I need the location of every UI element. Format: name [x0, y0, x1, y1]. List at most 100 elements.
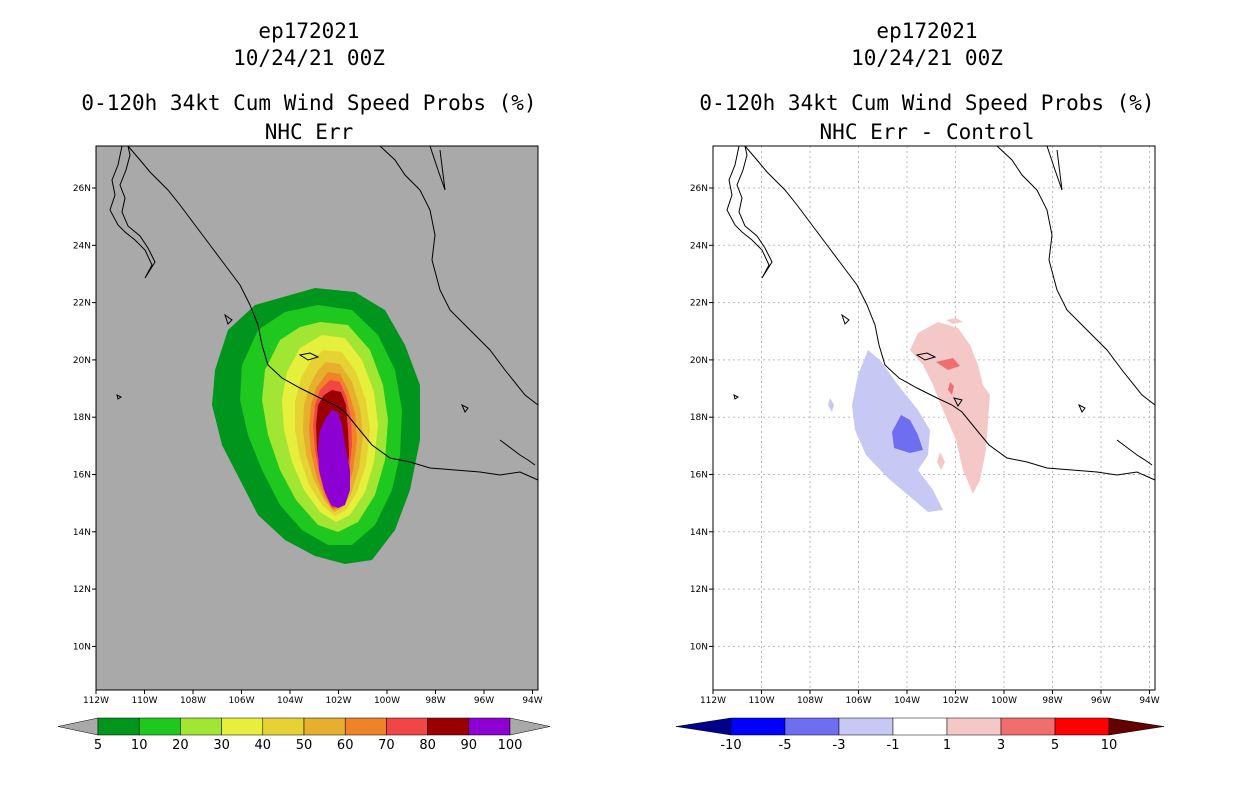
colorbar-label: 5	[1051, 738, 1059, 753]
colorbar-label: 50	[296, 738, 313, 753]
lat-label: 12N	[690, 585, 708, 595]
datetime: 10/24/21 00Z	[233, 46, 385, 70]
datetime: 10/24/21 00Z	[851, 46, 1003, 70]
colorbar-label: 60	[337, 738, 354, 753]
coastlines	[109, 145, 539, 481]
colorbar-label: 5	[94, 738, 102, 753]
colorbar-segment	[468, 717, 511, 736]
lon-label: 112W	[700, 696, 726, 706]
storm-id: ep172021	[876, 19, 978, 43]
colorbar-segment	[138, 717, 181, 736]
probability-contours	[212, 288, 420, 564]
colorbar-high-arrow	[509, 717, 551, 736]
colorbar: 5 10 20 30 40 50 60 70 80 90 100	[57, 717, 551, 753]
lat-label: 20N	[73, 356, 91, 366]
colorbar-label: -10	[720, 738, 741, 753]
colorbar-segment	[303, 717, 346, 736]
colorbar-segment	[838, 717, 894, 736]
storm-id: ep172021	[258, 19, 360, 43]
lat-label: 14N	[73, 528, 91, 538]
lon-label: 98W	[425, 696, 445, 706]
lat-label: 16N	[690, 471, 708, 481]
colorbar-label: 10	[131, 738, 148, 753]
colorbar-label: -5	[779, 738, 792, 753]
colorbar-segment	[946, 717, 1002, 736]
lon-label: 104W	[277, 696, 303, 706]
lat-label: 24N	[690, 241, 708, 251]
colorbar-label: 100	[498, 738, 523, 753]
lat-label: 26N	[690, 184, 708, 194]
lat-label: 10N	[73, 642, 91, 652]
lon-label: 108W	[180, 696, 206, 706]
lon-label: 100W	[991, 696, 1017, 706]
lat-label: 10N	[690, 642, 708, 652]
colorbar-label: 90	[461, 738, 478, 753]
colorbar-label: 30	[213, 738, 230, 753]
right-panel: ep172021 10/24/21 00Z 0-120h 34kt Cum Wi…	[618, 0, 1236, 800]
colorbar-segment	[427, 717, 470, 736]
contour-positive-small	[946, 318, 963, 324]
colorbar-label: 80	[419, 738, 436, 753]
axis-ticks: 26N 24N 22N 20N 18N 16N 14N 12N 10N 112W 110W 108W 1…	[690, 184, 1160, 706]
lat-label: 22N	[73, 299, 91, 309]
colorbar-segment	[344, 717, 387, 736]
wind-probability-map: 26N 24N 22N 20N 18N 16N 14N 12N 10N 112W 110W 108W 1…	[57, 145, 551, 753]
lat-label: 14N	[690, 528, 708, 538]
colorbar-segment	[1000, 717, 1056, 736]
contour-positive-3-to-5-b	[948, 382, 954, 395]
contour-negative-small	[828, 398, 834, 412]
colorbar-segment	[97, 717, 140, 736]
subtitle: NHC Err	[264, 120, 354, 144]
map-background	[713, 146, 1155, 690]
colorbar-label: -3	[833, 738, 846, 753]
colorbar-label: 70	[378, 738, 395, 753]
lon-label: 94W	[522, 696, 542, 706]
lon-label: 98W	[1042, 696, 1062, 706]
colorbar-label: 40	[255, 738, 272, 753]
colorbar: -10 -5 -3 -1 1 3 5 10	[675, 717, 1165, 753]
gridlines	[713, 146, 1155, 690]
colorbar-segment	[1054, 717, 1110, 736]
colorbar-label: 10	[1101, 738, 1118, 753]
colorbar-segment	[892, 717, 948, 736]
colorbar-segment	[221, 717, 264, 736]
colorbar-segment	[730, 717, 786, 736]
colorbar-label: 20	[172, 738, 189, 753]
colorbar-segment	[180, 717, 222, 736]
subtitle: NHC Err - Control	[819, 120, 1035, 144]
lon-label: 104W	[894, 696, 920, 706]
lon-label: 108W	[797, 696, 823, 706]
contour-positive-3-to-5	[936, 358, 960, 370]
lon-label: 102W	[942, 696, 968, 706]
lat-label: 18N	[73, 413, 91, 423]
colorbar-label: 1	[943, 738, 951, 753]
colorbar-low-arrow	[57, 717, 99, 736]
colorbar-label: 3	[997, 738, 1005, 753]
lon-label: 106W	[845, 696, 871, 706]
lat-label: 26N	[73, 184, 91, 194]
lon-label: 106W	[228, 696, 254, 706]
lat-label: 20N	[690, 356, 708, 366]
colorbar-segment	[262, 717, 305, 736]
contour-positive-small-2	[937, 452, 945, 470]
colorbar-high-arrow	[1108, 717, 1165, 736]
lat-label: 12N	[73, 585, 91, 595]
lon-label: 100W	[374, 696, 400, 706]
lat-label: 18N	[690, 413, 708, 423]
difference-contours	[828, 318, 990, 512]
lon-label: 110W	[748, 696, 774, 706]
contour-negative-3-to-5	[892, 415, 923, 453]
lon-label: 112W	[83, 696, 109, 706]
lon-label: 110W	[131, 696, 157, 706]
colorbar-segment	[784, 717, 840, 736]
left-panel: ep172021 10/24/21 00Z 0-120h 34kt Cum Wi…	[57, 19, 551, 753]
lon-label: 102W	[325, 696, 351, 706]
lon-label: 94W	[1139, 696, 1159, 706]
coastlines	[726, 145, 1156, 481]
product-title: 0-120h 34kt Cum Wind Speed Probs (%)	[81, 91, 537, 115]
lat-label: 22N	[690, 299, 708, 309]
colorbar-low-arrow	[675, 717, 732, 736]
contour-90	[318, 410, 350, 508]
lat-label: 16N	[73, 471, 91, 481]
lon-label: 96W	[474, 696, 494, 706]
